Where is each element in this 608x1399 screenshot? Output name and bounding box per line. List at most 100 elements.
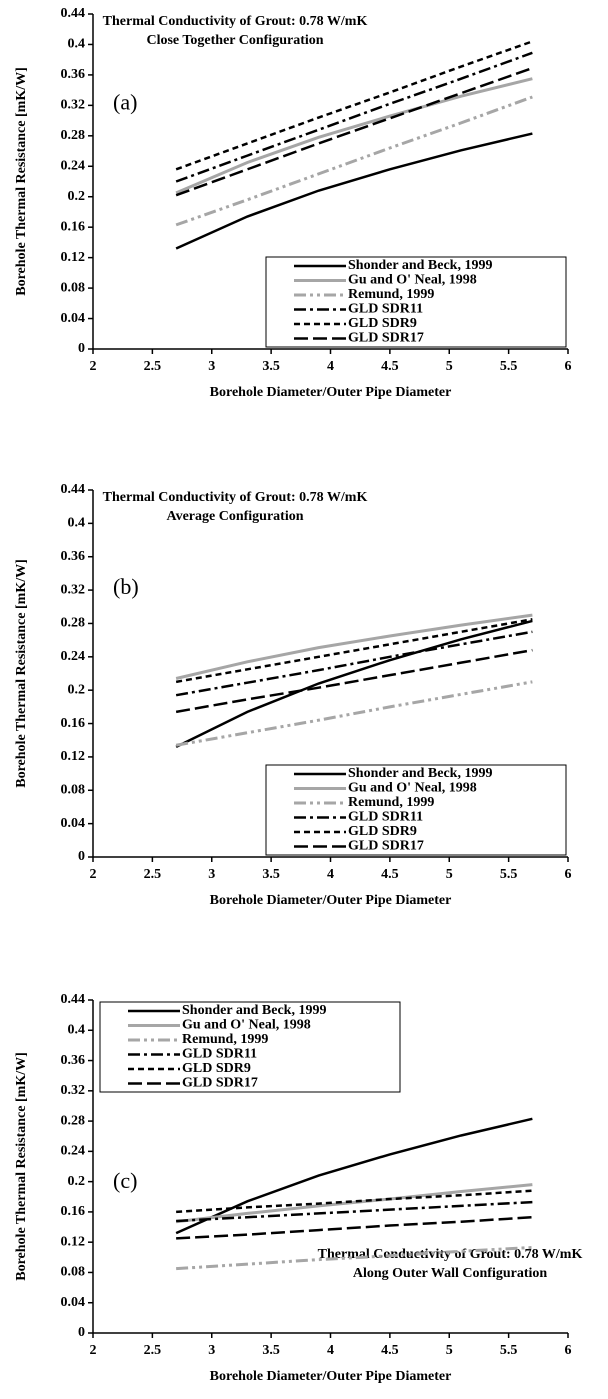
data-line xyxy=(175,132,533,250)
y-tick-label: 0.28 xyxy=(61,1113,86,1128)
x-tick-label: 3 xyxy=(208,867,215,882)
legend-box xyxy=(99,1001,401,1093)
x-tick-label: 2 xyxy=(90,359,97,374)
panel-label: (b) xyxy=(113,574,139,599)
chart-panel: 0 0.04 0.08 0.12 0.16 0.2 0.24 0.28 0.32 0.36 0.4 0… xyxy=(14,6,571,400)
chart-subtitle: Close Together Configuration xyxy=(146,33,323,48)
y-tick-label: 0.28 xyxy=(61,128,86,143)
legend-label: GLD SDR17 xyxy=(348,839,424,854)
chart-subtitle: Along Outer Wall Configuration xyxy=(353,1266,548,1281)
chart-panel: 0 0.04 0.08 0.12 0.16 0.2 0.24 0.28 0.32 0.36 0.4 0… xyxy=(14,482,571,908)
x-tick-label: 4.5 xyxy=(381,1343,399,1358)
x-tick-label: 5 xyxy=(446,359,453,374)
legend-label: GLD SDR11 xyxy=(348,810,423,825)
y-tick-label: 0.44 xyxy=(61,992,86,1007)
x-tick-label: 4.5 xyxy=(381,359,399,374)
chart-title: Thermal Conductivity of Grout: 0.78 W/mK xyxy=(318,1247,583,1262)
data-line xyxy=(175,648,533,714)
y-tick-label: 0.4 xyxy=(68,37,86,52)
data-line xyxy=(176,1200,533,1223)
legend-label: GLD SDR17 xyxy=(348,331,424,346)
y-tick-label: 0.16 xyxy=(61,716,86,731)
legend-label: GLD SDR11 xyxy=(182,1047,257,1062)
x-tick-label: 2.5 xyxy=(144,867,162,882)
y-tick-label: 0.32 xyxy=(61,582,86,597)
x-tick-label: 6 xyxy=(565,1343,572,1358)
legend-label: Gu and O' Neal, 1998 xyxy=(348,781,477,796)
x-tick-label: 5 xyxy=(446,867,453,882)
data-line xyxy=(175,1183,533,1224)
x-axis-label: Borehole Diameter/Outer Pipe Diameter xyxy=(210,1369,452,1384)
legend-label: Shonder and Beck, 1999 xyxy=(348,258,492,273)
y-tick-label: 0.16 xyxy=(61,219,86,234)
x-tick-label: 2.5 xyxy=(144,1343,162,1358)
x-tick-label: 3 xyxy=(208,359,215,374)
y-tick-label: 0.04 xyxy=(61,1295,86,1310)
data-line xyxy=(175,630,533,697)
chart-panel: 0 0.04 0.08 0.12 0.16 0.2 0.24 0.28 0.32 0.36 0.4 0… xyxy=(14,992,582,1384)
data-line xyxy=(175,66,533,197)
y-tick-label: 0.16 xyxy=(61,1204,86,1219)
y-tick-label: 0.32 xyxy=(61,98,86,113)
x-tick-label: 2 xyxy=(90,867,97,882)
legend-label: Shonder and Beck, 1999 xyxy=(182,1003,326,1018)
x-axis-label: Borehole Diameter/Outer Pipe Diameter xyxy=(210,893,452,908)
x-tick-label: 5.5 xyxy=(500,1343,518,1358)
y-tick-label: 0.08 xyxy=(61,1265,86,1280)
panel-label: (c) xyxy=(113,1168,137,1193)
x-axis-label: Borehole Diameter/Outer Pipe Diameter xyxy=(210,385,452,400)
y-tick-label: 0.2 xyxy=(68,682,86,697)
y-tick-label: 0 xyxy=(78,1325,85,1340)
x-tick-label: 3.5 xyxy=(262,1343,280,1358)
chart-subtitle: Average Configuration xyxy=(167,509,304,524)
y-tick-label: 0.36 xyxy=(61,549,86,564)
y-tick-label: 0.44 xyxy=(61,482,86,497)
legend-label: Shonder and Beck, 1999 xyxy=(348,766,492,781)
data-line xyxy=(175,680,533,747)
y-tick-label: 0.08 xyxy=(61,280,86,295)
y-tick-label: 0.44 xyxy=(61,6,86,21)
chart-title: Thermal Conductivity of Grout: 0.78 W/mK xyxy=(103,14,368,29)
legend-label: Gu and O' Neal, 1998 xyxy=(348,273,477,288)
legend-label: Gu and O' Neal, 1998 xyxy=(182,1018,311,1033)
legend-box xyxy=(265,256,567,348)
y-tick-label: 0.36 xyxy=(61,1053,86,1068)
x-tick-label: 6 xyxy=(565,359,572,374)
data-line xyxy=(175,1117,533,1235)
y-tick-label: 0.08 xyxy=(61,782,86,797)
data-line xyxy=(175,95,533,227)
y-axis-label: Borehole Thermal Resistance [mK/W] xyxy=(14,559,29,788)
y-tick-label: 0.24 xyxy=(61,158,86,173)
x-tick-label: 2.5 xyxy=(144,359,162,374)
y-tick-label: 0 xyxy=(78,341,85,356)
x-tick-label: 6 xyxy=(565,867,572,882)
y-tick-label: 0.12 xyxy=(61,1234,86,1249)
y-tick-label: 0.2 xyxy=(68,189,86,204)
y-tick-label: 0.04 xyxy=(61,311,86,326)
legend-label: GLD SDR11 xyxy=(348,302,423,317)
x-tick-label: 5.5 xyxy=(500,867,518,882)
y-tick-label: 0.04 xyxy=(61,816,86,831)
y-tick-label: 0.36 xyxy=(61,67,86,82)
y-axis-label: Borehole Thermal Resistance [mK/W] xyxy=(14,1052,29,1281)
data-line xyxy=(175,619,533,749)
data-line xyxy=(175,613,533,680)
y-tick-label: 0.24 xyxy=(61,649,86,664)
x-tick-label: 4.5 xyxy=(381,867,399,882)
y-axis-label: Borehole Thermal Resistance [mK/W] xyxy=(14,67,29,296)
legend-label: GLD SDR9 xyxy=(348,316,417,331)
x-tick-label: 3.5 xyxy=(262,867,280,882)
y-tick-label: 0 xyxy=(78,849,85,864)
x-tick-label: 3.5 xyxy=(262,359,280,374)
data-line xyxy=(175,40,533,171)
x-tick-label: 4 xyxy=(327,359,334,374)
y-tick-label: 0.24 xyxy=(61,1144,86,1159)
legend-label: Remund, 1999 xyxy=(348,795,434,810)
y-tick-label: 0.12 xyxy=(61,749,86,764)
y-tick-label: 0.4 xyxy=(68,1022,86,1037)
x-tick-label: 3 xyxy=(208,1343,215,1358)
chart-title: Thermal Conductivity of Grout: 0.78 W/mK xyxy=(103,490,368,505)
data-line xyxy=(175,51,533,183)
panel-label: (a) xyxy=(113,89,137,114)
